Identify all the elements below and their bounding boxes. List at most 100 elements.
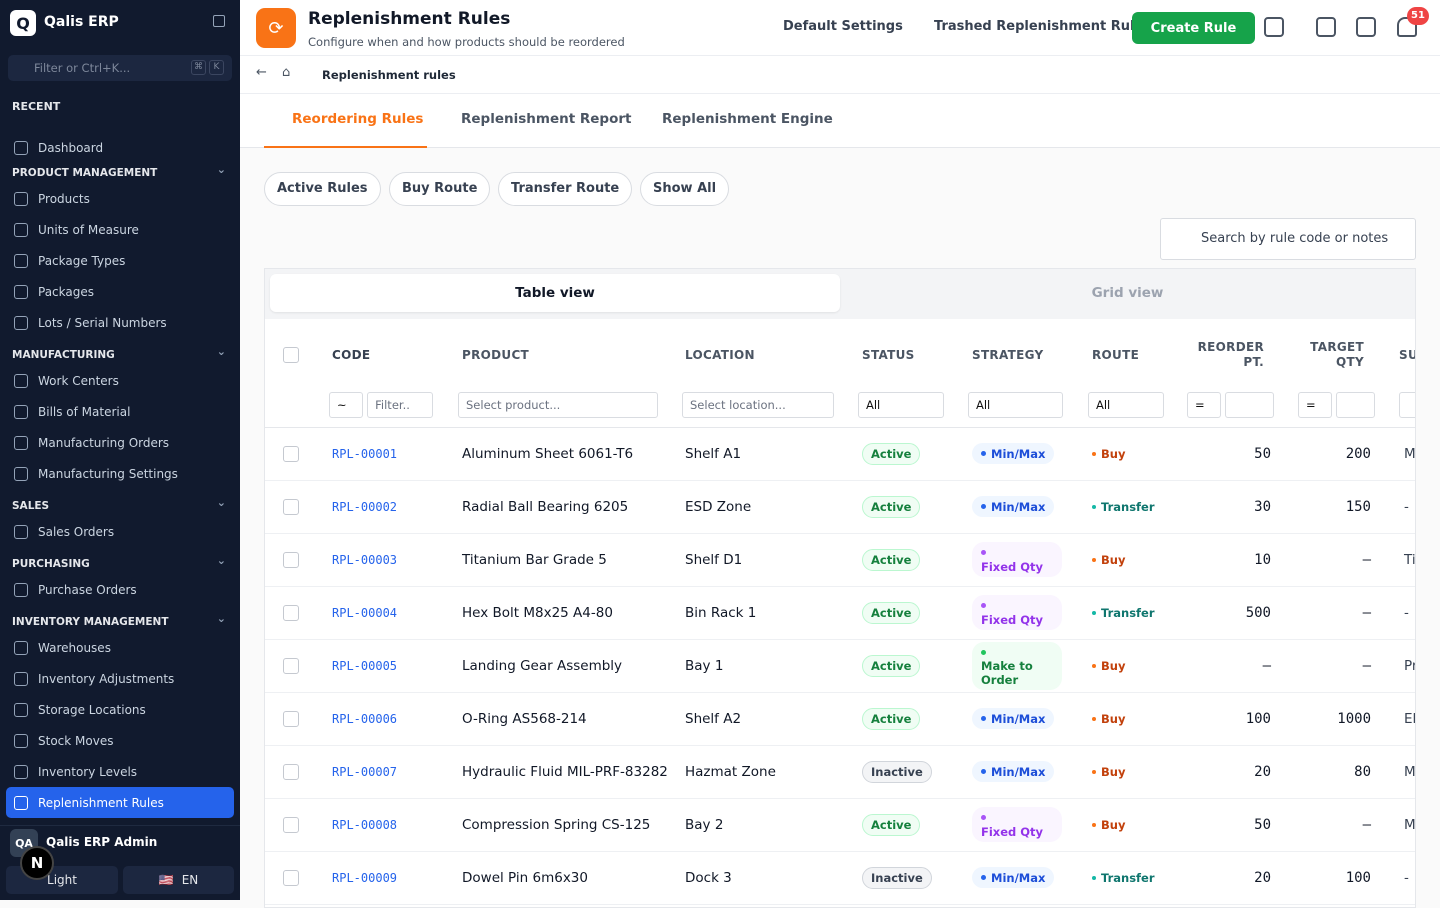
nav-item[interactable]: Inventory Adjustments	[0, 663, 240, 694]
link[interactable]: RPL-00005	[332, 658, 398, 673]
nav-item[interactable]: Replenishment Rules	[6, 787, 234, 818]
table-row[interactable]: RPL-00008 Compression Spring CS-125 Bay 2 A…	[265, 798, 1415, 852]
nav-item[interactable]: Products	[0, 183, 240, 214]
strategy-chip: Fixed Qty	[972, 542, 1062, 577]
nav-item[interactable]: Work Centers	[0, 365, 240, 396]
table-row[interactable]: RPL-00005 Landing Gear Assembly Bay 1 Activ…	[265, 639, 1415, 693]
theme-button[interactable]: Light	[6, 866, 118, 894]
recent[interactable]: RECENT	[12, 100, 61, 113]
bot-icon[interactable]	[1316, 17, 1336, 37]
table-view[interactable]: Table view	[270, 274, 840, 312]
filter-pill[interactable]: Active Rules	[264, 172, 381, 206]
nav-item[interactable]: Manufacturing Settings	[0, 458, 240, 489]
column-header[interactable]: REORDER PT.	[1197, 340, 1264, 369]
default-settings[interactable]: Default Settings	[783, 19, 903, 34]
nav-item[interactable]: Dashboard	[0, 132, 240, 163]
cell	[265, 692, 319, 746]
nav-item[interactable]: Storage Locations	[0, 694, 240, 725]
supplier: M	[1386, 427, 1415, 481]
column-header[interactable]: STRATEGY	[972, 348, 1044, 362]
user-name[interactable]: Qalis ERP Admin	[46, 835, 158, 849]
filter-input[interactable]: All	[1088, 391, 1164, 418]
filter-input[interactable]: =	[1187, 391, 1221, 418]
table-row[interactable]: RPL-00002 Radial Ball Bearing 6205 ESD Zon…	[265, 480, 1415, 534]
filter-input[interactable]: ~	[329, 391, 363, 418]
table-row[interactable]: RPL-00001 Aluminum Sheet 6061-T6 Shelf A1 A…	[265, 427, 1415, 481]
sidebar-filter[interactable]: Filter or Ctrl+K...	[8, 55, 232, 81]
view-toggle: Table view Grid view	[265, 269, 1415, 319]
filter-input[interactable]: Select product...	[458, 391, 658, 418]
table-row[interactable]: RPL-00009 Dowel Pin 6m6x30 Dock 3 Inactive M…	[265, 851, 1415, 905]
table-row[interactable]: RPL-00003 Titanium Bar Grade 5 Shelf D1 Act…	[265, 533, 1415, 587]
table-row[interactable]: RPL-00007 Hydraulic Fluid MIL-PRF-83282 Ha…	[265, 745, 1415, 799]
trashed-rules[interactable]: Trashed Replenishment Rules	[934, 19, 1152, 34]
column-header[interactable]: TARGET QTY	[1310, 340, 1364, 369]
nav-section[interactable]: PRODUCT MANAGEMENT	[0, 163, 240, 183]
column-header[interactable]: LOCATION	[685, 348, 755, 362]
link[interactable]: RPL-00008	[332, 817, 398, 832]
tab[interactable]: Replenishment Report	[461, 111, 632, 127]
link[interactable]: RPL-00001	[332, 446, 398, 461]
filter-input[interactable]	[1225, 391, 1274, 418]
tab[interactable]: Replenishment Engine	[662, 111, 833, 127]
nav-section[interactable]: SALES	[0, 496, 240, 516]
column-header[interactable]: SU	[1399, 348, 1415, 362]
back[interactable]: ←	[256, 65, 267, 80]
nav-item[interactable]: Inventory Levels	[0, 756, 240, 787]
nav-item[interactable]: Units of Measure	[0, 214, 240, 245]
apps-icon[interactable]	[1264, 17, 1284, 37]
filter-pill[interactable]: Show All	[640, 172, 730, 206]
nav-section[interactable]: MANUFACTURING	[0, 345, 240, 365]
create-button[interactable]: Create Rule	[1132, 12, 1255, 44]
nav-item[interactable]: Manufacturing Orders	[0, 427, 240, 458]
column-header[interactable]: ROUTE	[1092, 348, 1140, 362]
link[interactable]: RPL-00009	[332, 870, 398, 885]
collapse-icon[interactable]	[213, 15, 225, 27]
brand[interactable]: Qalis ERP	[44, 14, 119, 30]
reorder-point: 50	[1181, 798, 1286, 852]
dot	[1092, 558, 1096, 562]
table-row[interactable]: RPL-00004 Hex Bolt M8x25 A4-80 Bin Rack 1 A…	[265, 586, 1415, 640]
nav-item[interactable]: Sales Orders	[0, 516, 240, 547]
page-icon: ⟳	[256, 8, 296, 48]
filter-input[interactable]	[1336, 391, 1375, 418]
nav-item[interactable]: Purchase Orders	[0, 574, 240, 605]
tab[interactable]: Reordering Rules	[264, 111, 428, 148]
column-header[interactable]: STATUS	[862, 348, 915, 362]
filter-input[interactable]: All	[858, 391, 944, 418]
home[interactable]: ⌂	[282, 65, 291, 80]
logo[interactable]: Q	[10, 10, 36, 36]
nav-item[interactable]: Packages	[0, 276, 240, 307]
language-button[interactable]: 🇺🇸 EN	[123, 866, 234, 894]
link[interactable]: RPL-00003	[332, 552, 398, 567]
column-header[interactable]: CODE	[332, 348, 371, 362]
nav-item[interactable]: Stock Moves	[0, 725, 240, 756]
link[interactable]: RPL-00006	[332, 711, 398, 726]
dot	[981, 815, 986, 821]
nav-item[interactable]: Warehouses	[0, 632, 240, 663]
filter-input[interactable]: =	[1298, 391, 1332, 418]
filter-pill[interactable]: Buy Route	[389, 172, 491, 206]
nav-item[interactable]: Bills of Material	[0, 396, 240, 427]
notification-badge: 51	[1407, 7, 1429, 25]
nav-item[interactable]: Package Types	[0, 245, 240, 276]
grid-view[interactable]: Grid view	[1091, 285, 1164, 301]
filter-pill[interactable]: Transfer Route	[498, 172, 633, 206]
column-header[interactable]: PRODUCT	[462, 348, 530, 362]
nav-item[interactable]: Lots / Serial Numbers	[0, 307, 240, 338]
fab[interactable]: N	[20, 846, 54, 880]
table-row[interactable]: RPL-00006 O-Ring AS568-214 Shelf A2 Active M…	[265, 692, 1415, 746]
nav-section[interactable]: PURCHASING	[0, 554, 240, 574]
link[interactable]: RPL-00007	[332, 764, 398, 779]
search[interactable]: Search by rule code or notes	[1160, 218, 1416, 260]
nav-section[interactable]: INVENTORY MANAGEMENT	[0, 612, 240, 632]
filter-cell: =	[1181, 383, 1286, 428]
link[interactable]: RPL-00004	[332, 605, 398, 620]
link[interactable]: RPL-00002	[332, 499, 398, 514]
route: Buy	[1079, 692, 1181, 746]
supplier: El	[1386, 692, 1415, 746]
filter-input[interactable]: All	[968, 391, 1063, 418]
filter-input[interactable]: Select location...	[682, 391, 834, 418]
filter-input[interactable]: Filter..	[367, 391, 434, 418]
chat-icon[interactable]	[1356, 17, 1376, 37]
